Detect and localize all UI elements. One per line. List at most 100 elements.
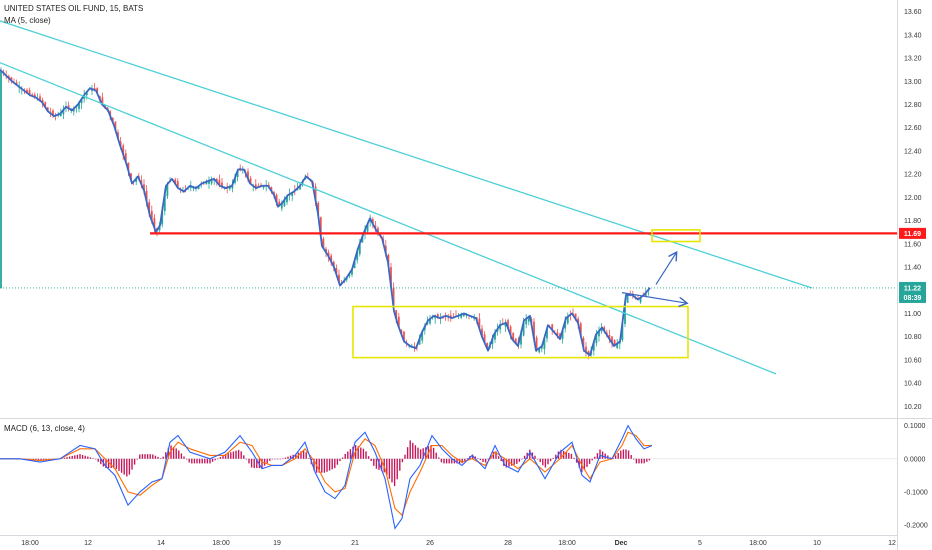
macd-indicator-label[interactable]: MACD (6, 13, close, 4)	[4, 424, 85, 433]
candle-body	[587, 351, 590, 355]
macd-histogram-bar	[126, 458, 128, 477]
candle-body	[67, 105, 70, 109]
candle-body	[361, 236, 364, 243]
trendline[interactable]	[0, 20, 813, 289]
projection-arrow[interactable]	[655, 253, 676, 285]
macd-histogram-bar	[414, 445, 417, 459]
macd-histogram-bar	[282, 458, 284, 460]
price-tick-label: 11.00	[904, 311, 921, 318]
macd-histogram-bar	[175, 448, 177, 459]
macd-histogram-bar	[76, 454, 79, 459]
macd-histogram-bar	[578, 458, 580, 468]
candle-body	[574, 313, 577, 320]
macd-histogram-bar	[295, 453, 297, 459]
candle-body	[551, 324, 554, 330]
candle-body	[122, 145, 125, 155]
candle-body	[247, 171, 249, 179]
target-box[interactable]	[651, 229, 701, 243]
candle-body	[72, 108, 75, 112]
candle-body	[52, 110, 54, 116]
candle-body	[299, 185, 301, 190]
candle-body	[325, 248, 327, 253]
candle-body	[26, 89, 28, 93]
candle-body	[543, 337, 546, 350]
macd-histogram-bar	[336, 458, 339, 465]
macd-histogram-bar	[588, 458, 591, 464]
macd-histogram-bar	[386, 458, 388, 476]
macd-histogram-bar	[133, 458, 136, 465]
consolidation-box[interactable]	[352, 305, 689, 359]
candle-body	[520, 333, 522, 345]
macd-histogram-bar	[266, 458, 268, 464]
candle-body	[512, 332, 515, 341]
candle-body	[197, 186, 200, 190]
macd-histogram-bar	[341, 457, 344, 459]
time-tick-label: 14	[157, 540, 165, 547]
macd-histogram-bar	[201, 458, 203, 464]
candle-body	[10, 77, 13, 81]
bar-countdown-label: 08:39	[904, 295, 922, 302]
macd-histogram-bar	[170, 445, 172, 459]
macd-histogram-bar	[178, 450, 180, 459]
price-badges: 11.69 11.22 08:39	[899, 227, 926, 303]
macd-histogram-bar	[425, 447, 427, 459]
macd-histogram-bar	[388, 458, 391, 479]
macd-histogram-bar	[269, 458, 271, 461]
macd-histogram-bar	[139, 454, 141, 459]
macd-histogram-bar	[622, 449, 625, 459]
macd-histogram-bar	[375, 458, 378, 469]
macd-histogram-bar	[66, 457, 68, 459]
candle-body	[566, 316, 569, 324]
projection-arrow[interactable]	[621, 292, 686, 303]
macd-histogram-bar	[614, 455, 617, 459]
candle-body	[150, 210, 153, 221]
candle-body	[174, 179, 177, 184]
macd-histogram-bar	[435, 452, 437, 459]
macd-histogram-bar	[365, 451, 367, 459]
candle-body	[592, 342, 595, 351]
candle-body	[208, 180, 210, 184]
symbol-title[interactable]: UNITED STATES OIL FUND, 15, BATS	[4, 4, 144, 13]
candle-body	[158, 225, 161, 231]
candle-body	[353, 260, 356, 269]
annotations[interactable]	[352, 229, 701, 359]
macd-histogram-bar	[536, 458, 539, 460]
candle-body	[44, 102, 47, 108]
candle-body	[249, 178, 252, 184]
macd-histogram-bar	[492, 451, 495, 459]
macd-histogram-bar	[412, 442, 414, 459]
ma-indicator-label[interactable]: MA (5, close)	[4, 16, 51, 25]
drawn-lines[interactable]	[0, 20, 897, 375]
macd-histogram-bar	[583, 458, 586, 470]
macd-histogram-bar	[396, 458, 398, 480]
macd-histogram-bar	[180, 453, 183, 459]
candle-body	[338, 274, 340, 283]
candle-body	[33, 94, 36, 98]
trendline[interactable]	[0, 62, 777, 375]
macd-histogram-bar	[378, 458, 380, 470]
macd-histogram-bar	[640, 458, 643, 464]
macd-histogram-bar	[617, 453, 619, 459]
macd-histogram-bar	[456, 458, 458, 464]
macd-histogram-bar	[544, 458, 547, 468]
macd-histogram-bar	[144, 454, 146, 459]
time-tick-label: 18:00	[212, 540, 230, 547]
candle-body	[15, 82, 18, 85]
macd-histogram-bar	[149, 454, 151, 459]
price-axis[interactable]: 13.60 13.40 13.20 13.00 12.80 12.60 12.40 12.20…	[904, 9, 922, 411]
macd-histogram-bar	[172, 446, 175, 459]
macd-histogram-bar	[495, 451, 497, 459]
macd-histogram-bar	[250, 458, 253, 468]
macd-histogram-bar	[508, 458, 510, 467]
macd-histogram-bar	[107, 458, 110, 469]
candle-body	[429, 318, 431, 324]
macd-axis[interactable]: 0.1000 0.0000 -0.1000 -0.2000	[904, 423, 928, 529]
macd-histogram-bar	[510, 458, 513, 466]
time-axis[interactable]: 18:00 12 14 18:00 19 21 26 28 18:00 Dec 5 18:00 10 12	[21, 540, 896, 547]
macd-histogram-bar	[217, 458, 219, 460]
candle-body	[205, 181, 208, 185]
macd-histogram-bar	[123, 458, 125, 475]
candle-body	[561, 329, 564, 339]
macd-histogram-bar	[620, 450, 622, 459]
